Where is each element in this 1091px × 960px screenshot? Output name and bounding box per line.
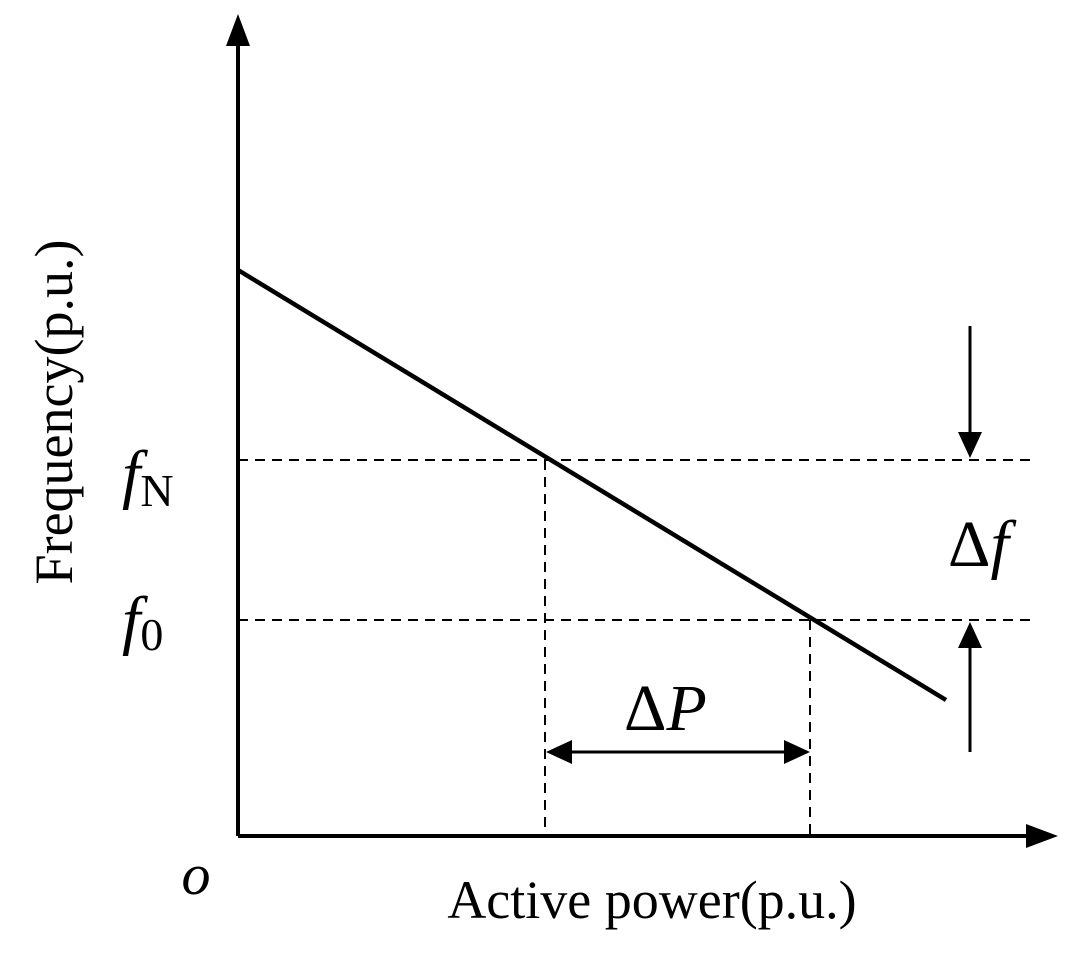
f0-label: f0 (122, 584, 163, 660)
delta-f-arrows (958, 326, 982, 752)
x-axis-arrowhead (1026, 824, 1058, 848)
delta-P-symbol: P (665, 672, 706, 745)
delta-f-up-arrowhead (958, 622, 982, 648)
delta-P-left-arrowhead (546, 740, 572, 764)
fN-label: fN (122, 438, 174, 516)
delta-P-right-arrowhead (784, 740, 810, 764)
delta-f-symbol: f (990, 508, 1016, 581)
reference-lines (238, 459, 1030, 836)
f0-subscript: 0 (140, 609, 163, 660)
delta-f-label: Δf (948, 508, 1016, 581)
droop-line (236, 268, 948, 702)
x-axis-label: Active power(p.u.) (447, 870, 856, 930)
fN-subscript: N (140, 465, 173, 516)
delta-P-delta: Δ (624, 672, 666, 745)
axes (226, 14, 1058, 848)
delta-f-down-arrowhead (958, 432, 982, 458)
y-axis-arrowhead (226, 14, 250, 46)
y-axis-label: Frequency(p.u.) (24, 240, 84, 585)
delta-P-arrow (546, 740, 810, 764)
origin-label: o (182, 842, 211, 907)
delta-P-label: ΔP (624, 672, 707, 745)
delta-f-delta: Δ (948, 508, 990, 581)
